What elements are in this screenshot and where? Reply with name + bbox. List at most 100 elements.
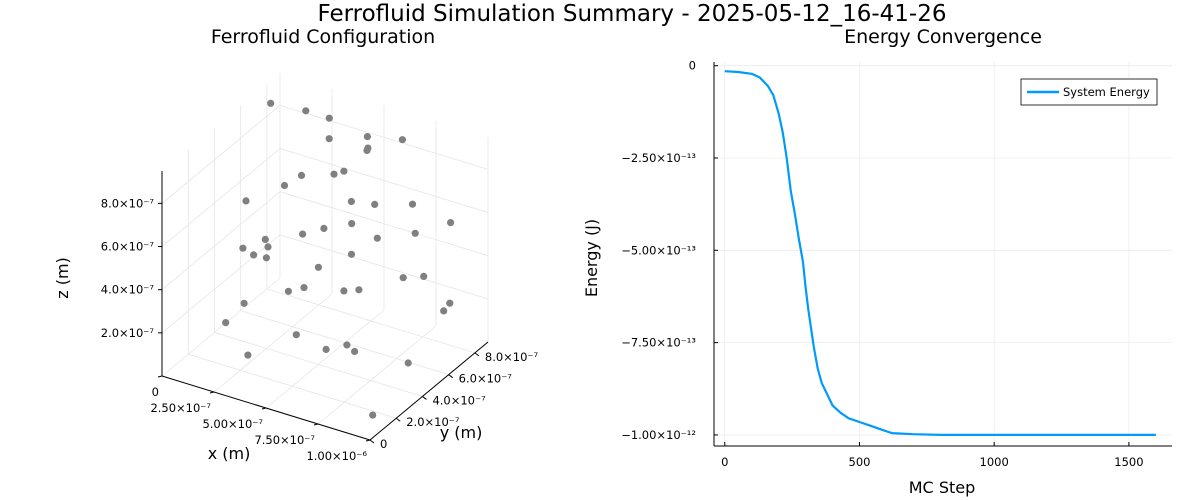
energy-x-tick-label: 1500	[1114, 455, 1143, 469]
scatter3d-point	[355, 286, 363, 294]
scatter3d-point	[267, 99, 275, 107]
scatter3d-panel: Ferrofluid Configuration 0 2.50×10⁻⁷ 5.00×…	[53, 26, 539, 463]
energy-ylabel: Energy (J)	[582, 219, 601, 297]
scatter3d-gridline	[161, 148, 281, 247]
scatter3d-z-tick-label: 2.0×10⁻⁷	[101, 326, 155, 340]
scatter3d-point	[244, 351, 252, 359]
scatter3d-point	[373, 234, 381, 242]
scatter3d-point	[351, 347, 359, 356]
scatter3d-point	[261, 235, 269, 243]
scatter3d-gridline	[279, 234, 489, 300]
scatter3d-x-tick	[313, 423, 319, 426]
scatter3d-gridline	[161, 277, 281, 377]
energy-y-tick-label: −7.50×10⁻¹³	[621, 336, 696, 350]
scatter3d-gridline	[279, 191, 489, 257]
scatter3d-point	[371, 200, 379, 208]
energy-x-tick-label: 0	[721, 455, 728, 469]
scatter3d-gridlines	[161, 73, 489, 441]
scatter3d-point	[330, 170, 338, 178]
scatter3d-x-tick-label: 2.50×10⁻⁷	[150, 401, 211, 415]
energy-x-tick-label: 1000	[980, 455, 1009, 469]
scatter3d-point	[446, 299, 454, 307]
scatter3d-y-tick-label: 6.0×10⁻⁷	[459, 372, 513, 386]
scatter3d-point	[302, 107, 310, 115]
scatter3d-point	[447, 219, 455, 227]
energy-y-tick-label: −2.50×10⁻¹³	[621, 151, 696, 165]
scatter3d-point	[408, 200, 417, 208]
scatter3d-point	[347, 197, 355, 206]
scatter3d-point	[264, 243, 272, 251]
scatter3d-y-tick-label: 4.0×10⁻⁷	[432, 393, 486, 407]
scatter3d-points	[222, 99, 455, 419]
scatter3d-gridline	[279, 104, 489, 170]
scatter3d-gridline	[266, 288, 476, 354]
energy-x-tick-label: 500	[849, 455, 871, 469]
scatter3d-y-tick	[474, 352, 480, 357]
scatter3d-point	[363, 146, 371, 154]
scatter3d-title: Ferrofluid Configuration	[211, 26, 435, 48]
scatter3d-x-tick	[209, 391, 215, 394]
scatter3d-y-tick-label: 2.0×10⁻⁷	[406, 415, 460, 429]
scatter3d-point	[240, 299, 248, 307]
energy-panel: Energy Convergence 0 500 1000 1500 0 −2.50×10…	[582, 26, 1172, 497]
scatter3d-point	[411, 229, 419, 237]
scatter3d-z-tick-label: 8.0×10⁻⁷	[101, 196, 155, 210]
scatter3d-point	[280, 181, 289, 190]
scatter3d-gridline	[161, 105, 281, 204]
scatter3d-y-tick-label: 8.0×10⁻⁷	[485, 350, 539, 364]
energy-ticks: 0 500 1000 1500 0 −2.50×10⁻¹³ −5.00×10⁻¹³ −7.50…	[621, 59, 1143, 469]
scatter3d-gridline	[161, 234, 281, 334]
scatter3d-point	[369, 411, 377, 419]
scatter3d-point	[398, 136, 406, 144]
scatter3d-point	[347, 250, 356, 258]
scatter3d-x-tick	[261, 407, 267, 410]
scatter3d-x-tick	[157, 375, 163, 378]
scatter3d-y-tick	[448, 374, 453, 379]
scatter3d-y-tick	[395, 417, 401, 422]
scatter3d-point	[322, 345, 330, 353]
scatter3d-ticks: 0 2.50×10⁻⁷ 5.00×10⁻⁷ 7.50×10⁻⁷ 1.00×10⁻⁶ 0 2.…	[101, 196, 539, 463]
scatter3d-point	[297, 171, 306, 179]
scatter3d-z-tick-label: 4.0×10⁻⁷	[101, 283, 155, 297]
scatter3d-point	[239, 244, 247, 252]
scatter3d-point	[262, 254, 270, 262]
scatter3d-gridline	[265, 309, 385, 409]
energy-gridlines	[714, 62, 1172, 446]
scatter3d-x-tick-label: 0	[152, 385, 159, 399]
scatter3d-gridline	[161, 191, 281, 290]
energy-y-tick-label: −5.00×10⁻¹³	[621, 243, 696, 257]
scatter3d-point	[299, 230, 307, 238]
scatter3d-point	[399, 274, 407, 282]
scatter3d-y-axis	[369, 341, 489, 441]
scatter3d-zlabel: z (m)	[53, 257, 72, 299]
scatter3d-point	[343, 341, 351, 349]
scatter3d-point	[348, 220, 356, 228]
scatter3d-gridline	[213, 293, 333, 393]
energy-legend: System Energy	[1020, 78, 1158, 106]
scatter3d-point	[314, 263, 322, 271]
scatter3d-point	[222, 319, 230, 327]
scatter3d-gridline	[279, 148, 489, 213]
energy-axes	[713, 62, 1172, 447]
scatter3d-gridline	[214, 332, 423, 397]
energy-y-tick-label: −1.00×10⁻¹²	[621, 428, 696, 442]
scatter3d-x-tick-label: 1.00×10⁻⁶	[306, 449, 367, 463]
scatter3d-point	[420, 272, 428, 280]
energy-series-line	[724, 70, 1156, 436]
scatter3d-y-tick	[369, 439, 375, 444]
scatter3d-point	[363, 133, 371, 141]
scatter3d-point	[292, 331, 300, 339]
energy-legend-label: System Energy	[1063, 85, 1150, 99]
scatter3d-point	[250, 251, 258, 259]
scatter3d-point	[440, 307, 448, 315]
scatter3d-point	[325, 135, 333, 143]
scatter3d-xlabel: x (m)	[208, 444, 251, 463]
scatter3d-z-tick-label: 6.0×10⁻⁷	[101, 240, 155, 254]
scatter3d-y-tick	[422, 396, 427, 400]
scatter3d-point	[320, 224, 328, 232]
scatter3d-point	[325, 114, 333, 122]
scatter3d-point	[404, 359, 412, 367]
scatter3d-x-tick	[365, 439, 371, 442]
scatter3d-point	[340, 167, 348, 175]
scatter3d-point	[340, 287, 348, 295]
